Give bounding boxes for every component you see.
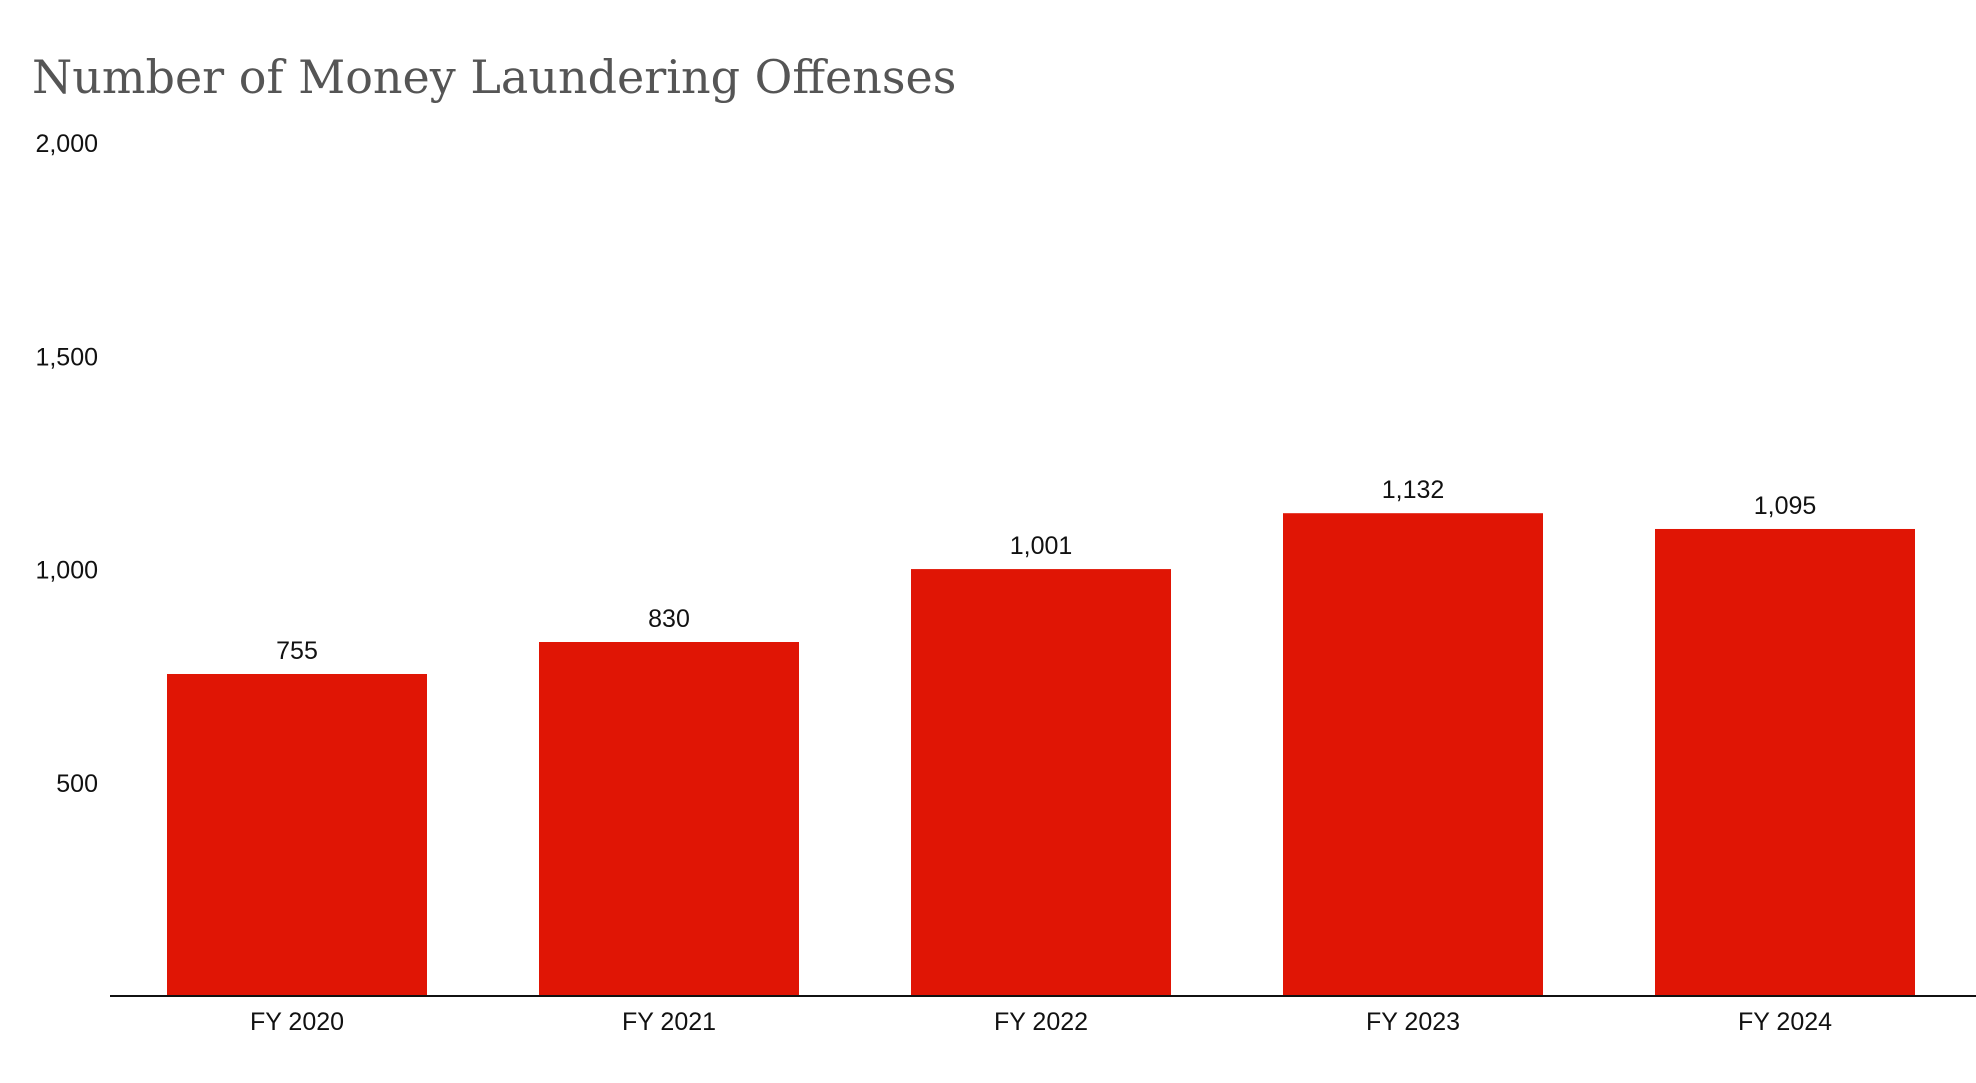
y-tick-label: 2,000 — [35, 130, 98, 158]
bars-group — [167, 513, 1915, 996]
y-axis-ticks: 500 1,000 1,500 2,000 — [35, 130, 98, 798]
data-label: 830 — [648, 605, 690, 633]
x-tick-label: FY 2020 — [250, 1008, 344, 1036]
data-label: 1,132 — [1382, 476, 1445, 504]
y-tick-label: 1,500 — [35, 343, 98, 371]
x-tick-label: FY 2023 — [1366, 1008, 1460, 1036]
x-tick-label: FY 2021 — [622, 1008, 716, 1036]
bar — [911, 569, 1171, 996]
chart-title: Number of Money Laundering Offenses — [32, 50, 956, 104]
data-labels-group: 755 830 1,001 1,132 1,095 — [276, 476, 1816, 665]
x-tick-label: FY 2022 — [994, 1008, 1088, 1036]
data-label: 1,095 — [1754, 492, 1817, 520]
data-label: 1,001 — [1010, 532, 1073, 560]
bar — [539, 642, 799, 996]
x-axis-labels: FY 2020 FY 2021 FY 2022 FY 2023 FY 2024 — [250, 1008, 1832, 1036]
bar — [1655, 528, 1915, 996]
bar — [1283, 513, 1543, 996]
y-tick-label: 1,000 — [35, 557, 98, 585]
y-tick-label: 500 — [56, 770, 98, 798]
x-tick-label: FY 2024 — [1738, 1008, 1832, 1036]
bar — [167, 673, 427, 996]
data-label: 755 — [276, 637, 318, 665]
